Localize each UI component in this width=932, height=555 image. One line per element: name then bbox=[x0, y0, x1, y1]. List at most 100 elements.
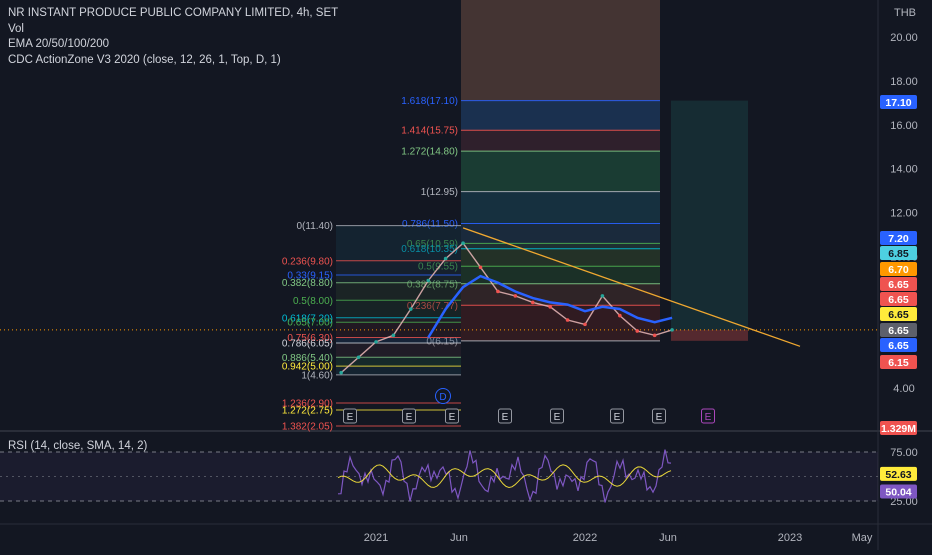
price-tag-label: 7.20 bbox=[888, 233, 909, 245]
fib-extension-label: 0(6.15) bbox=[426, 336, 458, 347]
chart-legend: NR INSTANT PRODUCE PUBLIC COMPANY LIMITE… bbox=[8, 6, 338, 68]
price-tag-label: 6.15 bbox=[888, 357, 909, 369]
stop-zone bbox=[671, 329, 748, 341]
price-point bbox=[618, 313, 622, 318]
time-tick-label: Jun bbox=[659, 532, 677, 544]
dividend-marker-label: D bbox=[439, 392, 446, 403]
price-tag bbox=[880, 95, 917, 109]
earnings-marker bbox=[550, 408, 564, 424]
target-zone bbox=[671, 100, 748, 330]
price-tick-label: 20.00 bbox=[890, 32, 918, 44]
fib-retracement-zone bbox=[336, 337, 461, 344]
price-tag bbox=[880, 338, 917, 352]
fib-retracement-label: 0(11.40) bbox=[296, 221, 333, 232]
fib-retracement-label: 0.236(9.80) bbox=[282, 256, 333, 267]
earnings-marker-label: E bbox=[449, 412, 456, 423]
ema-indicator-label[interactable]: EMA 20/50/100/200 bbox=[8, 38, 110, 50]
fib-extension-zone bbox=[461, 243, 660, 249]
fib-retracement-label: 1.236(2.90) bbox=[282, 399, 333, 410]
fib-extension-label: 0.618(10.35) bbox=[401, 244, 458, 255]
price-tick-label: 4.00 bbox=[893, 383, 914, 395]
price-point bbox=[391, 333, 396, 338]
earnings-marker-label: E bbox=[502, 412, 509, 423]
price-tick-label: 14.00 bbox=[890, 164, 918, 176]
price-tag-label: 6.65 bbox=[888, 309, 909, 321]
price-tag bbox=[880, 323, 917, 337]
price-tag-label: 1.329M bbox=[881, 423, 916, 435]
fib-retracement-zone bbox=[336, 322, 461, 338]
price-tag bbox=[880, 231, 917, 245]
fib-retracement-zone bbox=[336, 282, 461, 301]
fib-retracement-label: 1.272(2.75) bbox=[282, 406, 333, 417]
fib-retracement-label: 0.618(7.20) bbox=[282, 313, 333, 324]
fib-retracement-label: 0.5(8.00) bbox=[293, 296, 333, 307]
fib-retracement-label: 1.382(2.05) bbox=[282, 422, 333, 433]
fib-retracement-label: 0.75(6.30) bbox=[287, 333, 333, 344]
symbol-title[interactable]: NR INSTANT PRODUCE PUBLIC COMPANY LIMITE… bbox=[8, 7, 339, 19]
price-point bbox=[356, 355, 361, 360]
fib-extension-label: 1.618(17.10) bbox=[401, 96, 458, 107]
price-tag bbox=[880, 307, 917, 321]
rsi-tick-label: 75.00 bbox=[890, 447, 918, 459]
fib-retracement-zone bbox=[336, 357, 461, 367]
price-tag-label: 6.85 bbox=[888, 248, 909, 260]
fib-retracement-label: 0.942(5.00) bbox=[282, 362, 333, 373]
fib-retracement-label: 0.886(5.40) bbox=[282, 353, 333, 364]
fib-extension-label: 0.382(8.75) bbox=[407, 279, 458, 290]
price-point bbox=[513, 294, 518, 298]
fib-retracement-zone bbox=[336, 260, 461, 276]
earnings-marker bbox=[701, 408, 715, 424]
fib-extension-label: 1(12.95) bbox=[421, 187, 458, 198]
cdc-indicator-label[interactable]: CDC ActionZone V3 2020 (close, 12, 26, 1… bbox=[8, 53, 281, 66]
fib-extension-top-zone bbox=[461, 0, 660, 101]
volume-indicator-label[interactable]: Vol bbox=[8, 22, 24, 35]
price-tag-label: 6.65 bbox=[888, 294, 909, 306]
fib-retracement-zone bbox=[336, 225, 461, 261]
fib-retracement-label: 0.65(7.00) bbox=[287, 318, 333, 329]
fib-extension-zone bbox=[461, 191, 660, 224]
price-point bbox=[600, 294, 605, 298]
price-point bbox=[443, 256, 448, 261]
time-tick-label: 2023 bbox=[778, 532, 802, 544]
price-point bbox=[548, 305, 552, 309]
price-point bbox=[565, 318, 570, 322]
price-point bbox=[530, 300, 535, 305]
earnings-marker bbox=[610, 408, 624, 424]
earnings-marker bbox=[652, 408, 666, 424]
earnings-marker-label: E bbox=[406, 412, 413, 423]
fib-retracement-label: 0.786(6.05) bbox=[282, 339, 333, 350]
price-tag bbox=[880, 262, 917, 276]
fib-extension-zone bbox=[461, 130, 660, 152]
price-tag-label: 6.65 bbox=[888, 325, 909, 337]
fib-extension-zone bbox=[461, 248, 660, 267]
descending-trendline bbox=[462, 227, 801, 347]
fib-extension-label: 0.786(11.50) bbox=[402, 219, 458, 230]
price-series-line bbox=[340, 242, 673, 374]
price-tag-label: 6.70 bbox=[888, 264, 909, 276]
time-tick-label: May bbox=[852, 532, 873, 544]
price-point bbox=[478, 265, 483, 270]
price-tick-label: 12.00 bbox=[890, 208, 918, 220]
price-point bbox=[635, 329, 640, 333]
rsi-sma-label: 50.04 bbox=[885, 486, 911, 498]
time-tick-label: Jun bbox=[450, 532, 468, 544]
price-tag bbox=[880, 292, 917, 306]
earnings-marker-label: E bbox=[656, 412, 663, 423]
time-tick-label: 2021 bbox=[364, 532, 388, 544]
rsi-sma-tag bbox=[880, 484, 917, 499]
price-tick-label: 16.00 bbox=[890, 120, 918, 132]
fib-extension-label: 1.414(15.75) bbox=[401, 126, 458, 137]
rsi-indicator-label[interactable]: RSI (14, close, SMA, 14, 2) bbox=[8, 440, 148, 452]
earnings-marker bbox=[498, 408, 512, 424]
currency-label: THB bbox=[894, 7, 916, 19]
fib-extension-label: 0.65(10.59) bbox=[407, 239, 458, 250]
fib-retracement-zone bbox=[336, 343, 461, 358]
price-point bbox=[652, 333, 657, 338]
price-point bbox=[670, 328, 674, 332]
earnings-marker bbox=[343, 408, 357, 424]
rsi-legend[interactable]: RSI (14, close, SMA, 14, 2) bbox=[8, 440, 147, 452]
price-tag bbox=[880, 277, 917, 291]
rsi-line bbox=[337, 449, 672, 503]
